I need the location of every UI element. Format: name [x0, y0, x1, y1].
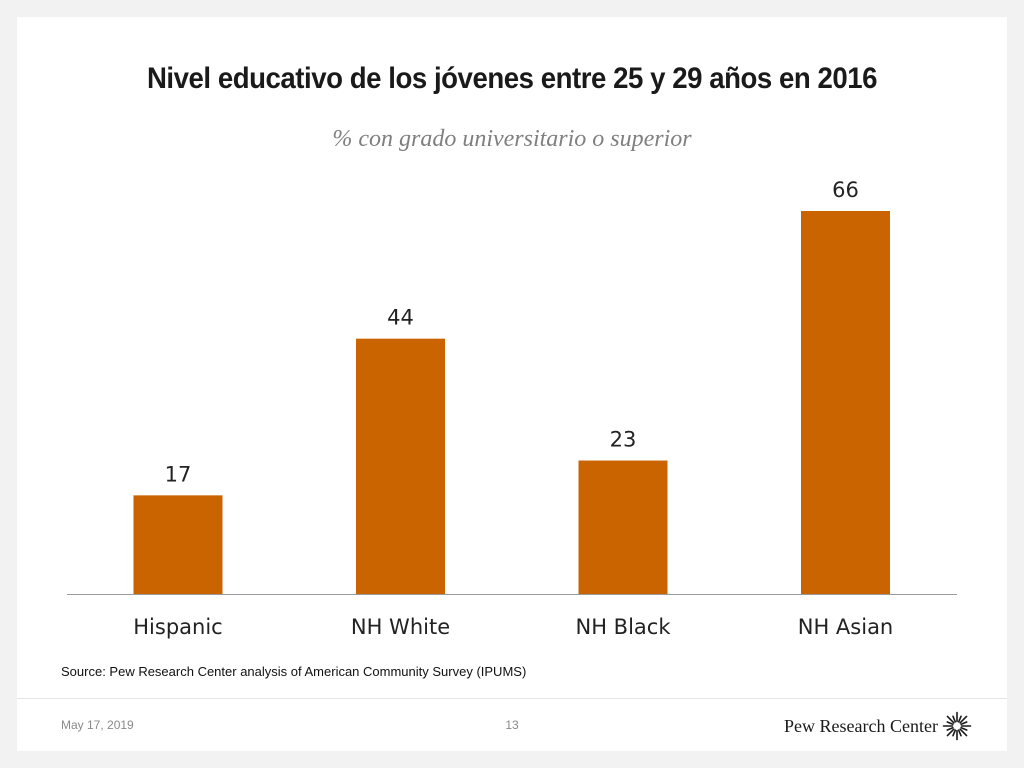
pew-sunburst-icon — [942, 711, 972, 741]
bar-group — [133, 211, 890, 594]
category-label-nh-white: NH White — [351, 615, 450, 639]
value-label-nh-black: 23 — [610, 428, 637, 452]
source-note: Source: Pew Research Center analysis of … — [61, 664, 527, 679]
category-label-group: Hispanic NH White NH Black NH Asian — [133, 615, 893, 639]
bar-hispanic — [133, 495, 223, 594]
value-label-nh-asian: 66 — [832, 178, 859, 202]
bar-nh-white — [356, 338, 445, 594]
category-label-nh-black: NH Black — [576, 615, 672, 639]
chart-subtitle: % con grado universitario o superior — [332, 126, 692, 152]
bar-nh-black — [578, 460, 668, 594]
value-label-hispanic: 17 — [165, 462, 192, 486]
brand-name: Pew Research Center — [784, 716, 938, 736]
category-label-hispanic: Hispanic — [133, 615, 222, 639]
category-label-nh-asian: NH Asian — [798, 615, 894, 639]
value-label-nh-white: 44 — [387, 306, 414, 330]
value-label-group: 17 44 23 66 — [165, 178, 859, 486]
page-number: 13 — [505, 718, 519, 732]
bar-nh-asian — [801, 211, 890, 594]
footer-divider — [17, 698, 1007, 699]
chart-title: Nivel educativo de los jóvenes entre 25 … — [146, 62, 878, 95]
footer-date: May 17, 2019 — [61, 718, 134, 732]
